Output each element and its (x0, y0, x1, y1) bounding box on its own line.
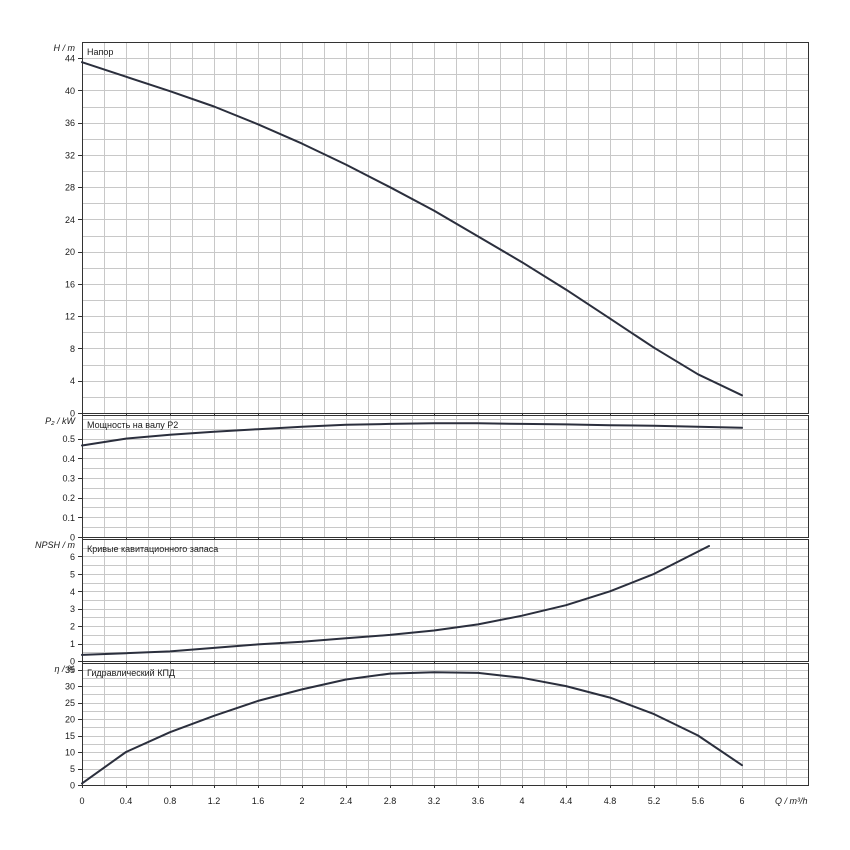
y-tick-label: 20 (65, 715, 75, 725)
y-tick-label: 36 (65, 118, 75, 128)
x-tick-label: 0.4 (120, 796, 133, 806)
x-axis-label: Q / m³/h (775, 796, 808, 806)
y-tick-label: 0 (70, 781, 75, 791)
panel-title: Кривые кавитационного запаса (87, 544, 218, 554)
x-tick-label: 2 (299, 796, 304, 806)
y-tick-label: 24 (65, 215, 75, 225)
series-line (81, 671, 743, 785)
y-tick-label: 0 (70, 657, 75, 667)
panel-3 (78, 539, 809, 664)
y-tick-label: 32 (65, 150, 75, 160)
y-tick-label: 0.2 (62, 493, 75, 503)
y-tick-label: 30 (65, 682, 75, 692)
y-tick-label: 40 (65, 86, 75, 96)
panel-frame (82, 415, 809, 538)
y-axis-label: H / m (54, 43, 76, 53)
x-tick-label: 3.6 (472, 796, 485, 806)
y-tick-label: 3 (70, 604, 75, 614)
y-tick-label: 0.5 (62, 434, 75, 444)
y-tick-label: 5 (70, 569, 75, 579)
panel-1 (78, 42, 809, 416)
panel-frame (82, 42, 809, 414)
y-tick-label: 35 (65, 665, 75, 675)
x-tick-label: 2.8 (384, 796, 397, 806)
x-tick-label: 1.2 (208, 796, 221, 806)
panel-4 (78, 663, 809, 788)
panel-frame (82, 663, 809, 786)
y-tick-label: 20 (65, 247, 75, 257)
x-tick-label: 5.2 (648, 796, 661, 806)
y-tick-label: 0.1 (62, 513, 75, 523)
y-tick-label: 28 (65, 183, 75, 193)
x-tick-label: 0 (79, 796, 84, 806)
y-axis-label: NPSH / m (35, 540, 76, 550)
y-axis-label: P₂ / kW (45, 416, 76, 426)
x-tick-label: 5.6 (692, 796, 705, 806)
panel-2 (78, 415, 809, 540)
x-tick-label: 3.2 (428, 796, 441, 806)
y-tick-label: 44 (65, 54, 75, 64)
y-tick-label: 0 (70, 409, 75, 419)
series-line (81, 545, 710, 656)
y-tick-label: 6 (70, 552, 75, 562)
x-tick-label: 2.4 (340, 796, 353, 806)
x-tick-label: 0.8 (164, 796, 177, 806)
x-tick-label: 4.4 (560, 796, 573, 806)
y-tick-label: 12 (65, 312, 75, 322)
y-axis-label: η / % (54, 664, 75, 674)
y-tick-label: 4 (70, 587, 75, 597)
y-tick-label: 0.4 (62, 454, 75, 464)
y-tick-label: 8 (70, 344, 75, 354)
y-tick-label: 0 (70, 533, 75, 543)
x-tick-label: 4.8 (604, 796, 617, 806)
panel-title: Мощность на валу P2 (87, 420, 178, 430)
y-tick-label: 5 (70, 764, 75, 774)
panel-title: Гидравлический КПД (87, 668, 175, 678)
x-tick-label: 4 (519, 796, 524, 806)
panel-frame (82, 539, 809, 662)
y-tick-label: 15 (65, 731, 75, 741)
y-tick-label: 1 (70, 639, 75, 649)
panel-title: Напор (87, 47, 113, 57)
y-tick-label: 2 (70, 622, 75, 632)
x-tick-label: 1.6 (252, 796, 265, 806)
series-line (81, 422, 743, 447)
y-tick-label: 16 (65, 279, 75, 289)
y-tick-label: 4 (70, 376, 75, 386)
y-tick-label: 10 (65, 748, 75, 758)
x-tick-label: 6 (739, 796, 744, 806)
y-tick-label: 0.3 (62, 473, 75, 483)
y-tick-label: 25 (65, 698, 75, 708)
series-line (81, 61, 743, 397)
